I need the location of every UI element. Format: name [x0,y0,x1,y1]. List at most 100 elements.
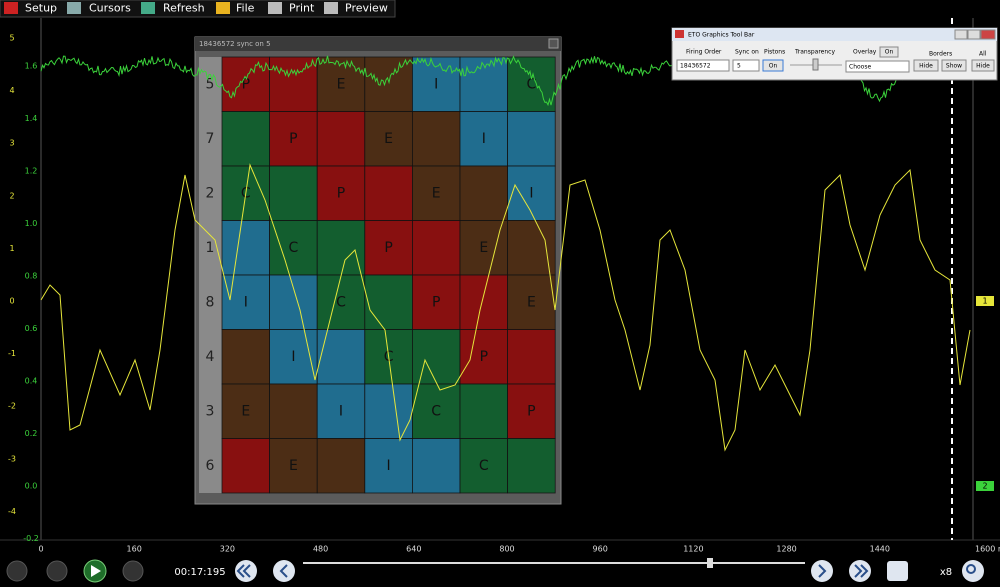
overlay-cell [269,165,318,221]
close[interactable] [980,29,996,40]
capture-button[interactable] [122,560,144,582]
zoom-fit-button[interactable] [887,561,908,581]
x-tick-label: 800 [499,545,514,554]
overlay-cell [269,274,318,330]
phase-label: E [527,294,536,310]
cylinder-column [199,57,222,493]
menu-item[interactable]: Preview [345,2,388,15]
overlay-cell [411,220,461,276]
menu-item[interactable]: Print [289,2,315,15]
channel-1-marker[interactable] [976,296,994,306]
cylinder-number: 5 [206,76,215,92]
sync-select[interactable] [732,59,760,72]
overlay-cell [507,438,556,494]
overlay-cell [221,274,270,330]
overlay-cell [364,383,413,439]
y2-tick-label: 0.6 [25,324,38,333]
minimize[interactable] [954,29,968,40]
overlay-cell [221,220,270,276]
transparency-thumb[interactable] [812,58,819,71]
y2-tick-label: 0.8 [25,272,38,281]
y2-tick-label: 0.0 [25,482,38,491]
label: Firing Order [686,49,722,56]
menu-icon [141,2,155,14]
phase-label: I [291,349,295,365]
overlay-title: 18436572 sync on 5 [199,40,271,48]
overlay-cell [507,329,556,385]
channel-2-label: 2 [982,482,987,491]
y2-tick-label: 0.2 [25,429,38,438]
zoom-level: x8 [940,567,952,578]
overlay-close[interactable] [548,38,559,49]
button-label: Show [946,63,962,70]
overlay-cell [507,56,556,112]
overlay-cell [459,165,508,221]
firing-order-select[interactable] [676,59,730,72]
button-label: Hide [919,63,933,70]
borders-show-button[interactable] [941,59,967,72]
phase-label: I [387,458,391,474]
overlay-cell [316,383,366,439]
phase-label: E [241,403,250,419]
phase-label: I [244,294,248,310]
overlay-cell [507,220,556,276]
time-display: 00:17:195 [174,567,225,578]
phase-label: C [479,458,489,474]
overlay-cell [507,274,556,330]
phase-label: E [432,185,441,201]
overlay-titlebar [195,37,561,51]
y2-tick-label: 0.4 [25,377,38,386]
label: Borders [929,51,952,58]
menu-item[interactable]: Cursors [89,2,131,15]
cylinder-number: 2 [206,185,215,201]
channel-2-marker[interactable] [976,481,994,491]
overlay-cell [459,111,508,167]
play-icon [91,565,101,577]
menu-item[interactable]: Refresh [163,2,205,15]
y1-tick-label: 5 [9,34,14,43]
zoom-button[interactable] [962,560,984,582]
phase-label: P [480,349,488,365]
overlay-cell [269,220,318,276]
overlay-select[interactable] [845,60,910,73]
y1-tick-label: 1 [9,244,14,253]
cylinder-number: 8 [206,294,215,310]
phase-label: E [337,76,346,92]
back-button[interactable] [273,560,295,582]
fast-back-button[interactable] [235,560,257,582]
overlay-cell [269,438,318,494]
maximize[interactable] [967,29,981,40]
phase-label: P [242,76,250,92]
tool-window-title: ETO Graphics Tool Bar [688,32,755,39]
cylinder-number: 4 [206,349,215,365]
all-hide-button[interactable] [971,59,995,72]
borders-hide-button[interactable] [913,59,939,72]
record-button[interactable] [6,560,28,582]
overlay-cell [459,438,508,494]
menu-item[interactable]: Setup [25,2,57,15]
phase-label: E [289,458,298,474]
menu-item[interactable]: File [236,2,255,15]
label: Pistons [764,49,785,56]
y2-tick-label: 1.0 [25,219,38,228]
y2-tick-label: 1.6 [25,62,38,71]
overlay-cell [269,329,318,385]
overlay-cell [316,220,366,276]
channel-1-label: 1 [982,297,987,306]
menu-bar [0,0,396,18]
y2-tick-label: 1.4 [25,114,38,123]
overlay-button[interactable] [879,46,899,58]
pistons-button[interactable] [762,59,784,72]
menu-icon [4,2,18,14]
overlay-cell [316,111,366,167]
menu: Setup Cursors Refresh File Print Preview [4,2,388,15]
overlay-cell [364,438,413,494]
stop-button[interactable] [46,560,68,582]
overlay-cell [411,438,461,494]
overlay-cell [364,165,413,221]
button-label: On [885,49,894,56]
forward-button[interactable] [811,560,833,582]
button-label: Hide [976,63,990,70]
phase-label: C [527,76,537,92]
scrub-thumb[interactable] [707,558,713,568]
